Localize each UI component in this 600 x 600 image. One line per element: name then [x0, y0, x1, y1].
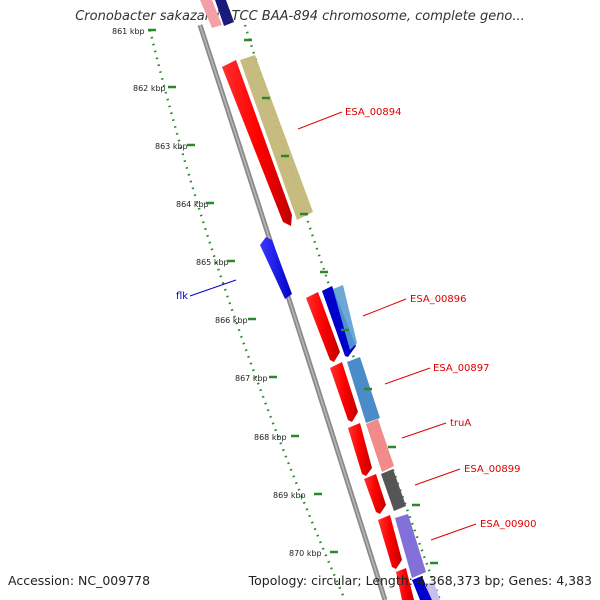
gene-feature-esa-00900-red[interactable] — [378, 515, 402, 569]
gene-feature-esa-00899-red[interactable] — [364, 474, 386, 514]
gene-label-esa-00899[interactable]: ESA_00899 — [464, 464, 521, 475]
gene-label-esa-00900[interactable]: ESA_00900 — [480, 519, 537, 530]
gene-feature[interactable] — [396, 568, 414, 600]
genome-summary-label: Topology: circular; Length: 4,368,373 bp… — [248, 573, 592, 588]
leader-lines — [189, 111, 477, 541]
leader-line — [297, 111, 343, 130]
gene-feature-esa-00894-red[interactable] — [222, 60, 292, 226]
scale-tick-label: 870 kbp — [289, 549, 322, 558]
gene-feature-esa-00899[interactable] — [381, 469, 406, 511]
leader-line — [362, 298, 407, 317]
gene-feature-trua-red[interactable] — [348, 423, 372, 476]
leader-line — [401, 422, 447, 439]
tick-track-left — [148, 29, 347, 600]
gene-label-esa-00894[interactable]: ESA_00894 — [345, 107, 402, 118]
gene-feature-esa-00894[interactable] — [240, 55, 313, 220]
scale-tick-label: 866 kbp — [215, 316, 248, 325]
gene-label-esa-00897[interactable]: ESA_00897 — [433, 363, 490, 374]
scale-tick-label: 869 kbp — [273, 491, 306, 500]
accession-label: Accession: NC_009778 — [8, 573, 151, 588]
scale-ticks — [148, 28, 438, 565]
leader-line — [189, 279, 237, 297]
gene-feature-esa-00900[interactable] — [395, 514, 426, 578]
leader-line — [384, 367, 431, 385]
gene-label-trua[interactable]: truA — [450, 418, 471, 429]
scale-tick-label: 861 kbp — [112, 27, 145, 36]
map-title: Cronobacter sakazakii ATCC BAA-894 chrom… — [75, 9, 525, 24]
gene-feature-esa-00896-red[interactable] — [306, 292, 340, 362]
gene-feature-trua[interactable] — [366, 419, 394, 472]
chromosome-backbone-highlight — [199, 24, 386, 600]
gene-feature[interactable] — [412, 576, 432, 600]
leader-line — [430, 523, 477, 541]
scale-tick-label: 862 kbp — [133, 84, 166, 93]
gene-label-esa-00896[interactable]: ESA_00896 — [410, 294, 467, 305]
gene-feature-esa-00896-overlay[interactable] — [333, 285, 357, 350]
leader-line — [414, 468, 461, 486]
gene-feature-flk[interactable] — [260, 237, 292, 299]
gene-feature[interactable] — [200, 0, 222, 28]
gene-label-flk[interactable]: flk — [176, 291, 188, 302]
scale-tick-label: 864 kbp — [176, 200, 209, 209]
gene-feature[interactable] — [425, 582, 440, 600]
gene-feature[interactable] — [215, 0, 234, 26]
gene-feature-esa-00897[interactable] — [347, 357, 380, 423]
scale-tick-label: 865 kbp — [196, 258, 229, 267]
scale-tick-label: 868 kbp — [254, 433, 287, 442]
scale-tick-label: 867 kbp — [235, 374, 268, 383]
gene-feature-esa-00897-red[interactable] — [330, 362, 358, 422]
scale-tick-label: 863 kbp — [155, 142, 188, 151]
tick-track-right — [243, 24, 442, 600]
